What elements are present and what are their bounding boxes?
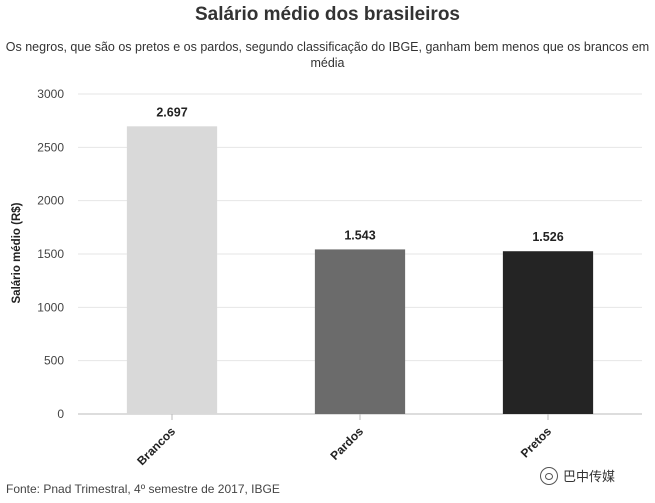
source-note: Fonte: Pnad Trimestral, 4º semestre de 2… [6,482,280,496]
y-tick-label: 1000 [37,300,64,314]
x-axis-ticks: Brancos Pardos Pretos [134,414,554,468]
data-labels: 2.697 1.543 1.526 [156,105,563,244]
bars [126,126,594,414]
y-tick-label: 2500 [37,140,64,154]
data-label: 1.543 [344,228,375,242]
y-tick-label: 2000 [37,194,64,208]
x-tick-label: Brancos [134,424,178,468]
data-label: 2.697 [156,105,187,119]
data-label: 1.526 [532,230,563,244]
wechat-icon [540,466,558,485]
chart-subtitle: Os negros, que são os pretos e os pardos… [0,39,655,71]
x-tick-label: Pretos [518,424,555,461]
subtitle-line-2: média [310,56,345,70]
bar-pardos [314,249,406,414]
y-axis-label: Salário médio (R$) [11,202,23,303]
y-axis-ticks: 0 500 1000 1500 2000 2500 3000 [37,87,64,421]
x-tick-label: Pardos [327,424,366,463]
watermark-text: 巴中传媒 [563,469,616,484]
bar-pretos [502,251,594,414]
watermark: 巴中传媒 [540,466,615,485]
y-tick-label: 1500 [37,247,64,261]
y-tick-label: 0 [57,407,64,421]
bar-brancos [126,126,218,414]
y-tick-label: 3000 [37,87,64,101]
y-tick-label: 500 [44,354,64,368]
subtitle-line-1: Os negros, que são os pretos e os pardos… [5,40,650,54]
chart-title: Salário médio dos brasileiros [194,4,461,25]
